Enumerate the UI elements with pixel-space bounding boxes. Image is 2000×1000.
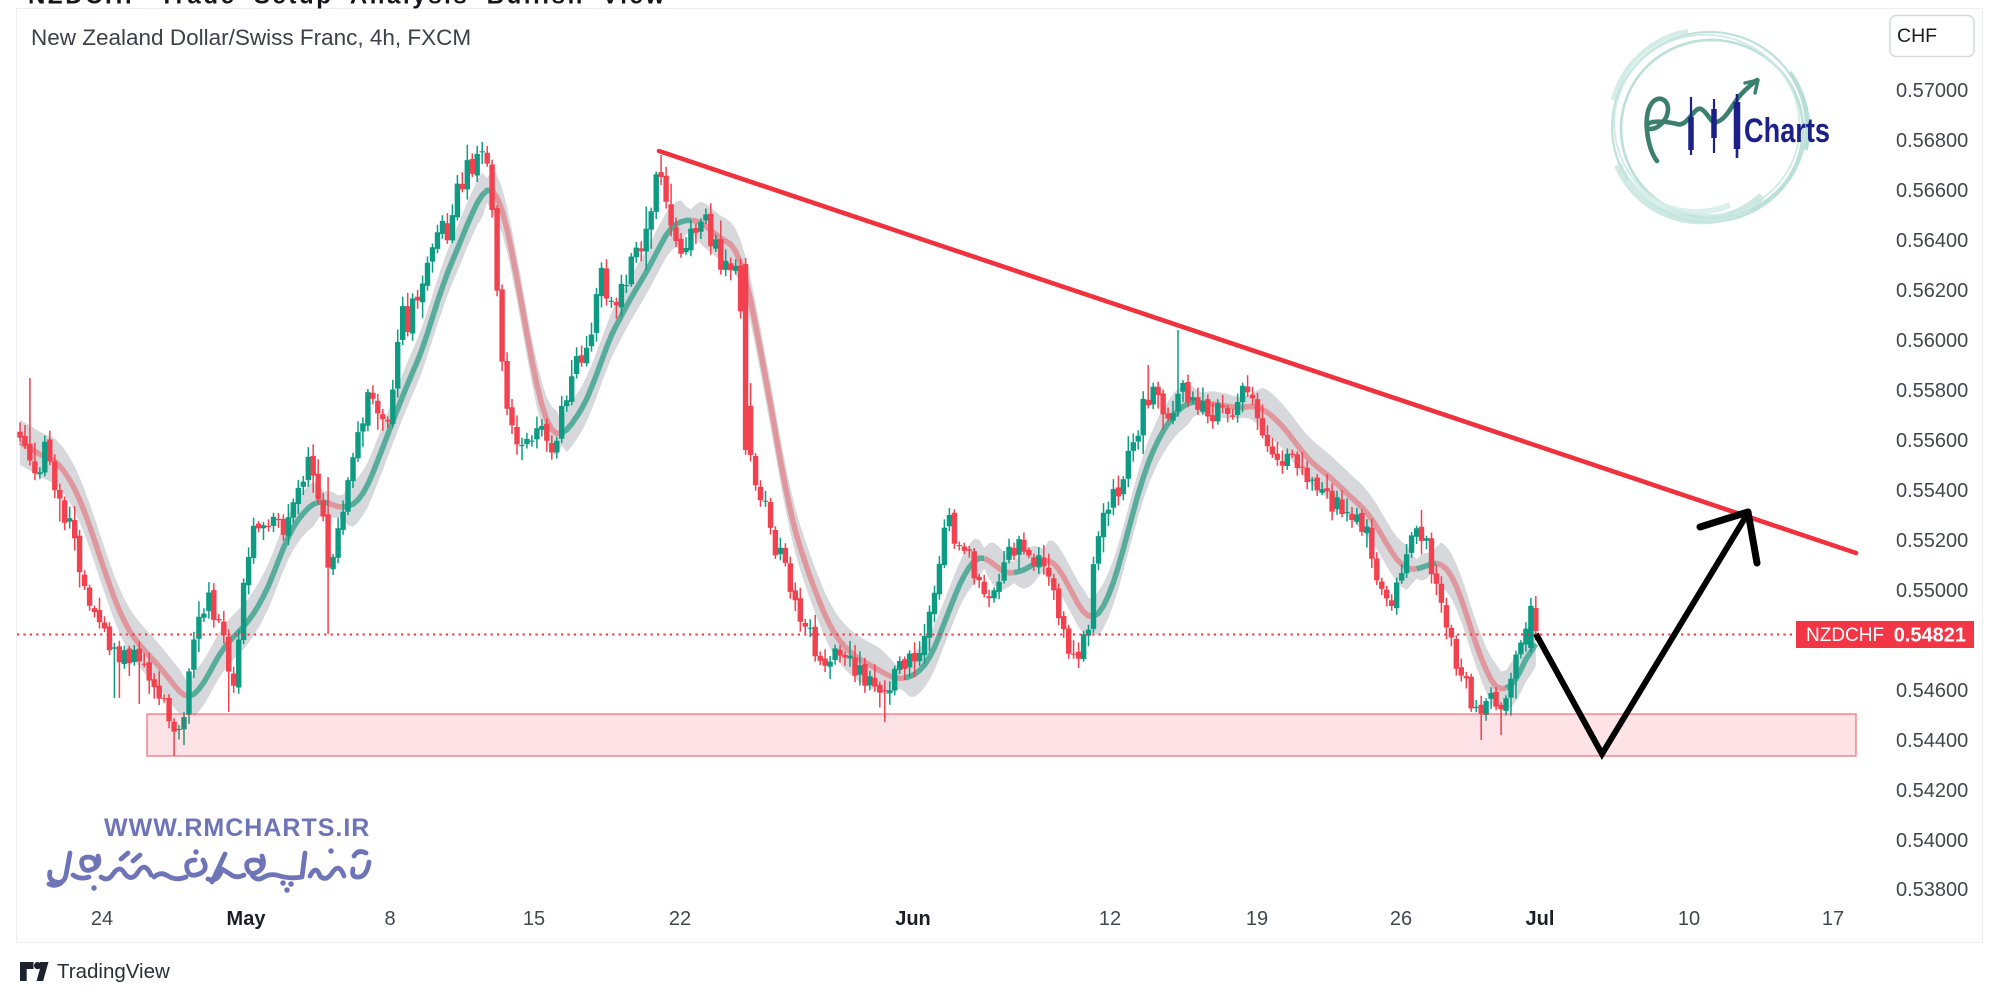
svg-text:17: 17 (1822, 908, 1844, 930)
svg-text:0.53800: 0.53800 (1896, 879, 1968, 901)
svg-text:0.56200: 0.56200 (1896, 280, 1968, 302)
svg-text:0.54000: 0.54000 (1896, 830, 1968, 852)
svg-text:0.54600: 0.54600 (1896, 680, 1968, 702)
svg-text:0.56600: 0.56600 (1896, 180, 1968, 202)
svg-text:0.55400: 0.55400 (1896, 480, 1968, 502)
svg-text:0.56000: 0.56000 (1896, 330, 1968, 352)
svg-text:Charts: Charts (1744, 112, 1830, 150)
svg-text:8: 8 (384, 908, 395, 930)
svg-text:0.57000: 0.57000 (1896, 80, 1968, 102)
svg-text:New Zealand Dollar/Swiss Franc: New Zealand Dollar/Swiss Franc, 4h, FXCM (31, 25, 471, 50)
svg-text:0.54400: 0.54400 (1896, 730, 1968, 752)
svg-text:0.54200: 0.54200 (1896, 780, 1968, 802)
svg-text:0.55200: 0.55200 (1896, 530, 1968, 552)
svg-text:0.55000: 0.55000 (1896, 580, 1968, 602)
svg-text:12: 12 (1099, 908, 1121, 930)
svg-text:24: 24 (91, 908, 113, 930)
svg-text:26: 26 (1390, 908, 1412, 930)
svg-text:NZDCHF Trade Setup Analysis Bu: NZDCHF Trade Setup Analysis Bullish View (28, 0, 667, 10)
svg-text:0.56800: 0.56800 (1896, 130, 1968, 152)
svg-text:CHF: CHF (1897, 25, 1937, 47)
svg-text:0.55600: 0.55600 (1896, 430, 1968, 452)
svg-text:May: May (227, 908, 267, 930)
svg-text:Jul: Jul (1526, 908, 1555, 930)
svg-text:Jun: Jun (895, 908, 931, 930)
svg-text:NZDCHF: NZDCHF (1806, 625, 1884, 646)
svg-text:TradingView: TradingView (57, 960, 170, 983)
svg-text:19: 19 (1246, 908, 1268, 930)
svg-text:15: 15 (523, 908, 545, 930)
svg-text:0.54821: 0.54821 (1894, 625, 1966, 647)
svg-text:0.56400: 0.56400 (1896, 230, 1968, 252)
svg-text:0.55800: 0.55800 (1896, 380, 1968, 402)
svg-text:10: 10 (1678, 908, 1700, 930)
svg-text:22: 22 (669, 908, 691, 930)
svg-text:WWW.RMCHARTS.IR: WWW.RMCHARTS.IR (104, 814, 370, 842)
